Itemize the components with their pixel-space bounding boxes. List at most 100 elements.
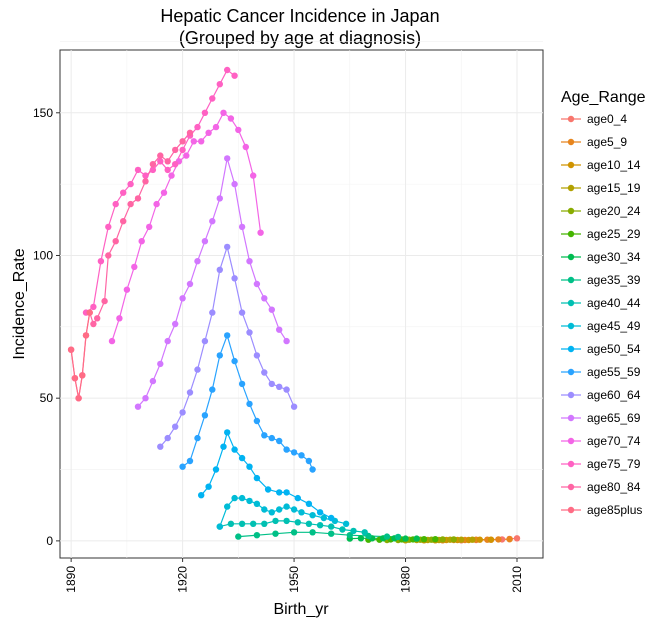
legend-key-point (568, 461, 574, 467)
data-point-age15_19 (458, 537, 464, 543)
data-point-age60_64 (209, 309, 215, 315)
data-point-age35_39 (272, 531, 278, 537)
data-point-age50_54 (317, 509, 323, 515)
data-point-age45_49 (269, 509, 275, 515)
data-point-age85plus (87, 309, 93, 315)
legend-key-point (568, 323, 574, 329)
y-tick-label: 50 (40, 391, 54, 405)
data-point-age70_74 (205, 130, 211, 136)
data-point-age45_49 (231, 495, 237, 501)
data-point-age55_59 (246, 401, 252, 407)
legend-label: age25_29 (587, 227, 641, 241)
data-point-age55_59 (309, 466, 315, 472)
data-point-age70_74 (168, 172, 174, 178)
data-point-age80_84 (172, 147, 178, 153)
data-point-age75_79 (172, 161, 178, 167)
data-point-age65_69 (224, 155, 230, 161)
data-point-age60_64 (276, 384, 282, 390)
data-point-age55_59 (194, 435, 200, 441)
data-point-age40_44 (228, 521, 234, 527)
legend-key-point (568, 231, 574, 237)
legend-item-age0_4: age0_4 (561, 112, 627, 126)
data-point-age75_79 (98, 258, 104, 264)
data-point-age35_39 (291, 529, 297, 535)
data-point-age60_64 (217, 267, 223, 273)
data-point-age15_19 (469, 537, 475, 543)
data-point-age70_74 (131, 264, 137, 270)
data-point-age65_69 (231, 181, 237, 187)
legend: Age_Range age0_4age5_9age10_14age15_19ag… (561, 89, 646, 517)
data-point-age40_44 (339, 526, 345, 532)
data-point-age60_64 (269, 381, 275, 387)
data-point-age60_64 (179, 409, 185, 415)
data-point-age55_59 (231, 358, 237, 364)
data-point-age70_74 (235, 127, 241, 133)
data-point-age50_54 (276, 489, 282, 495)
data-point-age75_79 (142, 172, 148, 178)
chart-title: Hepatic Cancer Incidence in Japan (160, 6, 439, 26)
data-point-age60_64 (231, 275, 237, 281)
data-point-age85plus (79, 372, 85, 378)
data-point-age65_69 (217, 195, 223, 201)
data-point-age45_49 (246, 498, 252, 504)
data-point-age65_69 (135, 404, 141, 410)
data-point-age80_84 (165, 158, 171, 164)
legend-label: age0_4 (587, 112, 627, 126)
data-point-age70_74 (124, 287, 130, 293)
legend-label: age45_49 (587, 319, 641, 333)
data-point-age55_59 (291, 449, 297, 455)
data-point-age65_69 (261, 295, 267, 301)
data-point-age50_54 (220, 444, 226, 450)
data-point-age75_79 (105, 224, 111, 230)
legend-label: age35_39 (587, 273, 641, 287)
data-point-age45_49 (309, 512, 315, 518)
data-point-age60_64 (291, 404, 297, 410)
x-tick-label: 2010 (510, 566, 524, 593)
data-point-age80_84 (120, 218, 126, 224)
data-point-age50_54 (254, 475, 260, 481)
data-point-age25_29 (421, 536, 427, 542)
legend-label: age5_9 (587, 135, 627, 149)
legend-label: age20_24 (587, 204, 641, 218)
data-point-age65_69 (179, 295, 185, 301)
chart-subtitle: (Grouped by age at diagnosis) (179, 28, 421, 48)
data-point-age65_69 (157, 361, 163, 367)
data-point-age60_64 (165, 435, 171, 441)
data-point-age75_79 (224, 67, 230, 73)
data-point-age40_44 (328, 523, 334, 529)
legend-item-age35_39: age35_39 (561, 273, 641, 287)
data-point-age65_69 (150, 378, 156, 384)
legend-key-point (568, 300, 574, 306)
data-point-age45_49 (321, 515, 327, 521)
legend-item-age85plus: age85plus (561, 503, 642, 517)
data-point-age75_79 (157, 158, 163, 164)
data-point-age80_84 (90, 321, 96, 327)
data-point-age55_59 (254, 418, 260, 424)
legend-item-age5_9: age5_9 (561, 135, 627, 149)
data-point-age65_69 (246, 258, 252, 264)
data-point-age10_14 (488, 537, 494, 543)
legend-item-age65_69: age65_69 (561, 411, 641, 425)
data-point-age70_74 (191, 138, 197, 144)
data-point-age55_59 (224, 332, 230, 338)
data-point-age40_44 (239, 521, 245, 527)
data-point-age55_59 (239, 381, 245, 387)
data-point-age35_39 (384, 533, 390, 539)
legend-label: age30_34 (587, 250, 641, 264)
data-point-age5_9 (506, 536, 512, 542)
legend-key-point (568, 139, 574, 145)
data-point-age85plus (72, 375, 78, 381)
data-point-age75_79 (179, 147, 185, 153)
legend-key-point (568, 438, 574, 444)
data-point-age50_54 (198, 492, 204, 498)
data-point-age75_79 (165, 167, 171, 173)
legend-item-age50_54: age50_54 (561, 342, 641, 356)
legend-label: age50_54 (587, 342, 641, 356)
legend-label: age85plus (587, 503, 642, 517)
data-point-age60_64 (254, 352, 260, 358)
legend-label: age75_79 (587, 457, 641, 471)
data-point-age45_49 (224, 503, 230, 509)
